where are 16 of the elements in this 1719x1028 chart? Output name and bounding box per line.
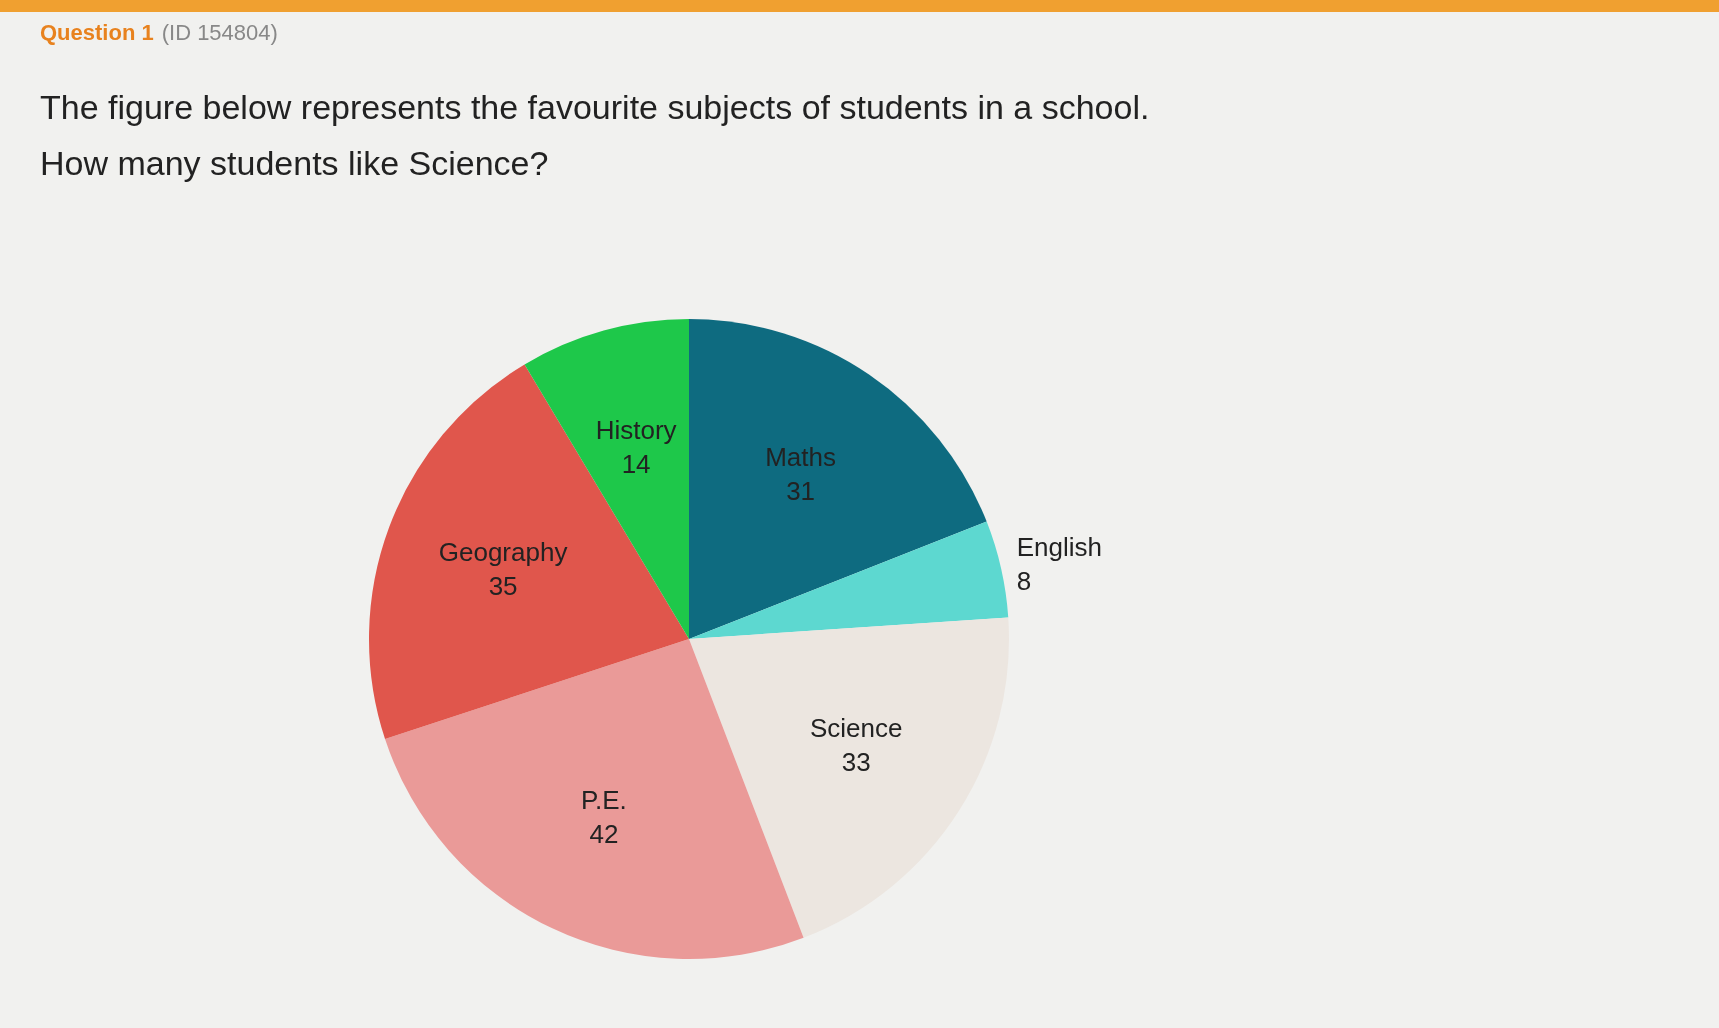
data-label: 42: [589, 819, 619, 850]
slice-label: English: [1016, 532, 1103, 563]
text: How many students like Science?: [40, 144, 549, 183]
text: Question 1: [40, 20, 154, 45]
data-label: 33: [841, 747, 871, 777]
data-label: 35: [488, 570, 518, 601]
slice-label: Geography: [438, 536, 568, 567]
data-label: 31: [786, 476, 816, 507]
slice-label: History: [595, 414, 677, 445]
slice-label: P.E.: [581, 785, 627, 816]
data-label: 14: [621, 448, 651, 479]
chart-subtitle: (ID 154804): [161, 20, 278, 45]
data-label: 8: [1016, 566, 1032, 597]
slice-label: Science: [809, 713, 903, 743]
text: The figure below represents the favourite subjects of students in a school.: [40, 88, 1150, 127]
slice-label: Maths: [765, 442, 837, 473]
